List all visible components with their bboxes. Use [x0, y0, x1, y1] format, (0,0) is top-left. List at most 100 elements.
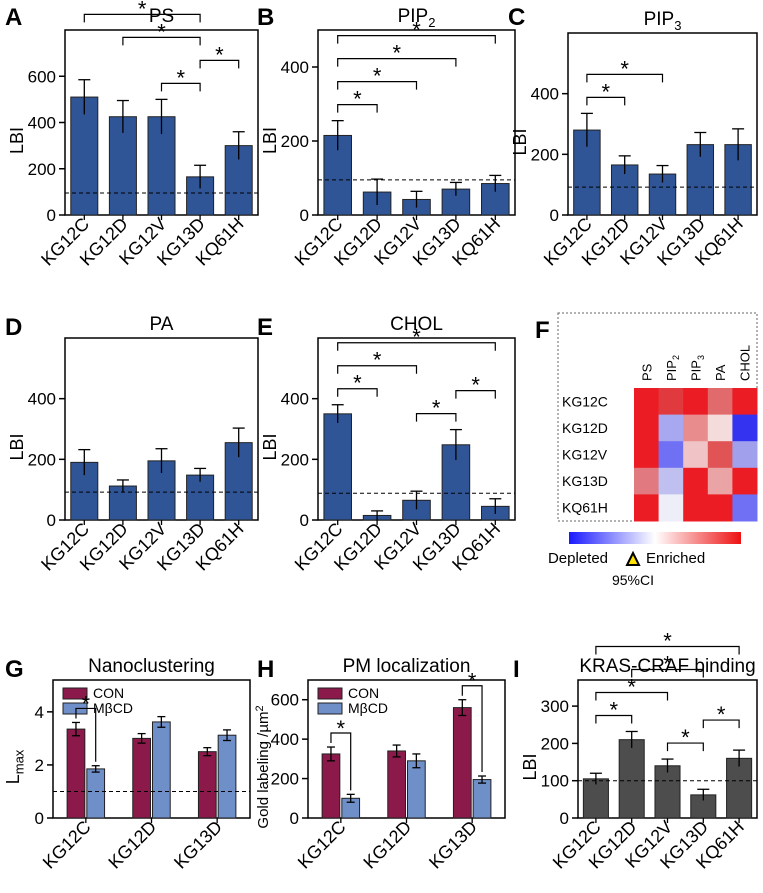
legend-swatch	[62, 687, 88, 700]
panel-I: I KRAS-CRAF binding0100200300LBI******KG1…	[513, 628, 758, 873]
significance-star: *	[620, 56, 629, 81]
y-tick-label: 0	[300, 206, 309, 225]
legend-swatch	[317, 702, 343, 715]
panel-letter: A	[5, 4, 22, 31]
bar	[217, 734, 237, 819]
heatmap-cell	[658, 388, 684, 416]
panel-title: PIP3	[644, 9, 682, 33]
heatmap-col-label: PIP3	[689, 355, 706, 381]
significance-star: *	[157, 19, 166, 44]
y-tick-label: 600	[271, 691, 299, 710]
y-tick-label: 400	[271, 730, 299, 749]
y-tick-label: 0	[47, 206, 56, 225]
panel-title: PS	[149, 6, 174, 27]
heatmap-cell	[634, 441, 660, 469]
panel-A: A PS0200400600LBI****KG12CKG12DKG12VKG13D…	[5, 0, 259, 270]
y-tick-label: 0	[47, 511, 56, 530]
significance-star: *	[471, 373, 480, 398]
color-scale-bar	[569, 532, 741, 544]
heatmap-cell	[707, 414, 733, 442]
significance-bracket	[337, 104, 378, 113]
heatmap-cell	[658, 414, 684, 442]
significance-bracket	[461, 685, 483, 773]
heatmap-cell	[732, 441, 758, 469]
x-tick-label: KG12C	[39, 817, 95, 873]
y-axis-label: LBI	[520, 753, 540, 780]
panel-letter: F	[535, 317, 550, 344]
heatmap-cell	[707, 467, 733, 495]
y-tick-label: 200	[281, 132, 309, 151]
heatmap-cell	[634, 414, 660, 442]
significance-bracket	[337, 81, 418, 90]
significance-star: *	[681, 725, 690, 750]
bar	[481, 183, 510, 216]
heatmap-cell	[634, 388, 660, 416]
panel-letter: B	[257, 4, 274, 31]
significance-bracket	[455, 390, 496, 399]
bar	[323, 413, 352, 521]
significance-star: *	[373, 348, 382, 373]
heatmap-cell	[707, 388, 733, 416]
panel-title: PIP2	[398, 6, 436, 30]
y-tick-label: 0	[35, 809, 44, 828]
heatmap-row-label: KQ61H	[562, 500, 608, 516]
legend-label: CON	[93, 685, 124, 701]
significance-star: *	[663, 628, 672, 653]
panel-title: KRAS-CRAF binding	[579, 656, 755, 677]
significance-bracket	[586, 73, 664, 83]
panel-title: PA	[150, 314, 174, 335]
panel-F: F PS PIP2 PIP3 PA CHOL KG12C KG12D KG12V KG13D KQ6…	[535, 312, 758, 588]
significance-star: *	[82, 691, 91, 716]
y-tick-label: 100	[541, 772, 569, 791]
significance-bracket	[199, 59, 240, 69]
y-tick-label: 200	[28, 450, 56, 469]
y-tick-label: 300	[541, 697, 569, 716]
heatmap-frame	[557, 312, 758, 522]
y-axis-label: LBI	[260, 127, 280, 154]
x-tick-label: KG12D	[104, 817, 160, 873]
y-tick-label: 0	[550, 206, 559, 225]
heatmap-cell	[634, 494, 660, 522]
legend-depleted: Depleted	[548, 550, 608, 567]
bar	[321, 753, 341, 819]
heatmap-col-label: PA	[713, 364, 728, 381]
heatmap-row-label: KG12D	[562, 420, 608, 436]
significance-bracket	[83, 13, 201, 23]
bar	[726, 757, 753, 819]
y-tick-label: 0	[300, 511, 309, 530]
bar	[86, 768, 106, 819]
heatmap-cell	[683, 414, 709, 442]
bar	[654, 765, 681, 819]
heatmap-col-label: PS	[639, 363, 654, 381]
significance-bracket	[702, 719, 740, 729]
legend-enriched: Enriched	[646, 550, 705, 567]
panel-letter: E	[257, 314, 273, 341]
bar	[186, 474, 215, 521]
significance-bracket	[631, 668, 704, 678]
x-tick-label: KG13D	[170, 817, 226, 873]
panel-letter: H	[257, 656, 274, 683]
heatmap-cell	[658, 441, 684, 469]
significance-star: *	[177, 65, 186, 90]
heatmap-cell	[658, 467, 684, 495]
significance-star: *	[215, 42, 224, 67]
y-tick-label: 2	[35, 756, 44, 775]
y-tick-label: 400	[28, 114, 56, 133]
y-tick-label: 200	[281, 450, 309, 469]
heatmap-col-label: PIP2	[664, 355, 681, 381]
significance-bracket	[160, 82, 201, 92]
y-tick-label: 4	[35, 703, 44, 722]
bar	[618, 739, 645, 819]
bar	[407, 760, 426, 819]
significance-star: *	[610, 697, 619, 722]
bar	[472, 779, 492, 819]
y-tick-label: 200	[28, 160, 56, 179]
heatmap-row-label: KG12V	[562, 447, 608, 463]
panel-letter: C	[508, 4, 525, 31]
significance-bracket	[337, 388, 378, 397]
panel-title: Nanoclustering	[88, 656, 215, 677]
significance-star: *	[432, 396, 441, 421]
